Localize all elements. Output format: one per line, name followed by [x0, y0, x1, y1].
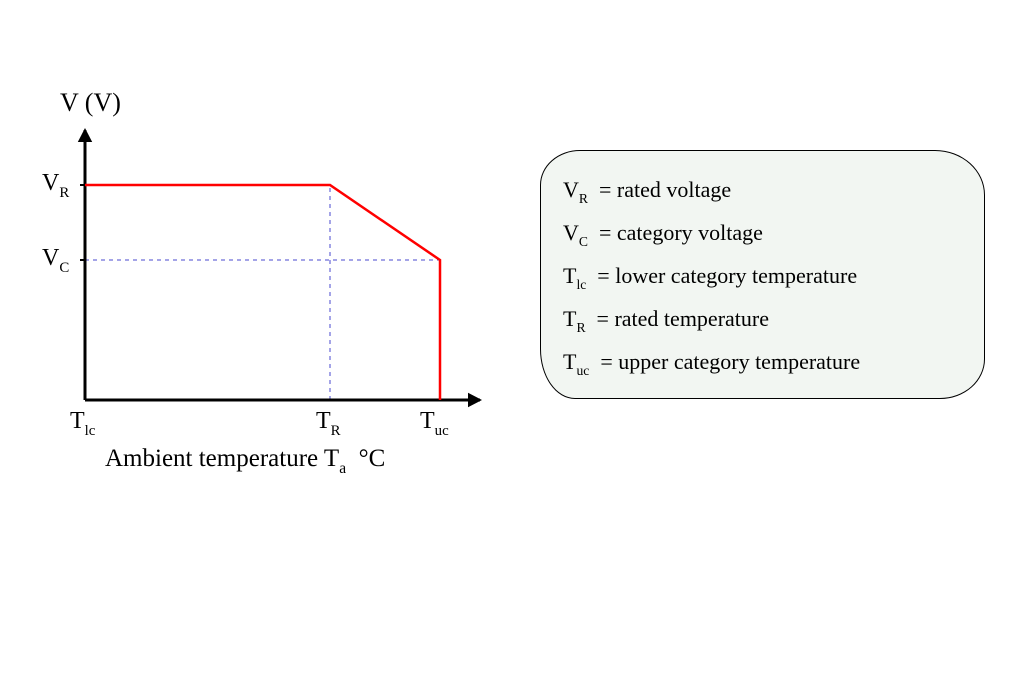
ytick-label-vr: VR [42, 170, 69, 201]
legend-row: VC = category voltage [563, 212, 962, 255]
xtick-label-tr: TR [316, 408, 341, 439]
guide-lines [85, 185, 440, 400]
figure-container: V (V) VR VC Tlc [0, 0, 1024, 680]
derating-curve [85, 185, 440, 400]
ytick-label-vc: VC [42, 245, 69, 276]
legend-row: Tuc = upper category temperature [563, 341, 962, 384]
xtick-label-tuc: Tuc [420, 408, 449, 439]
y-axis-arrow [78, 128, 92, 142]
legend-row: VR = rated voltage [563, 169, 962, 212]
axes [78, 128, 482, 407]
legend-row: TR = rated temperature [563, 298, 962, 341]
x-axis-title: Ambient temperature Ta °C [105, 445, 385, 477]
legend-box: VR = rated voltage VC = category voltage… [540, 150, 985, 399]
legend-row: Tlc = lower category temperature [563, 255, 962, 298]
x-axis-arrow [468, 393, 482, 407]
xtick-label-tlc: Tlc [70, 408, 95, 439]
